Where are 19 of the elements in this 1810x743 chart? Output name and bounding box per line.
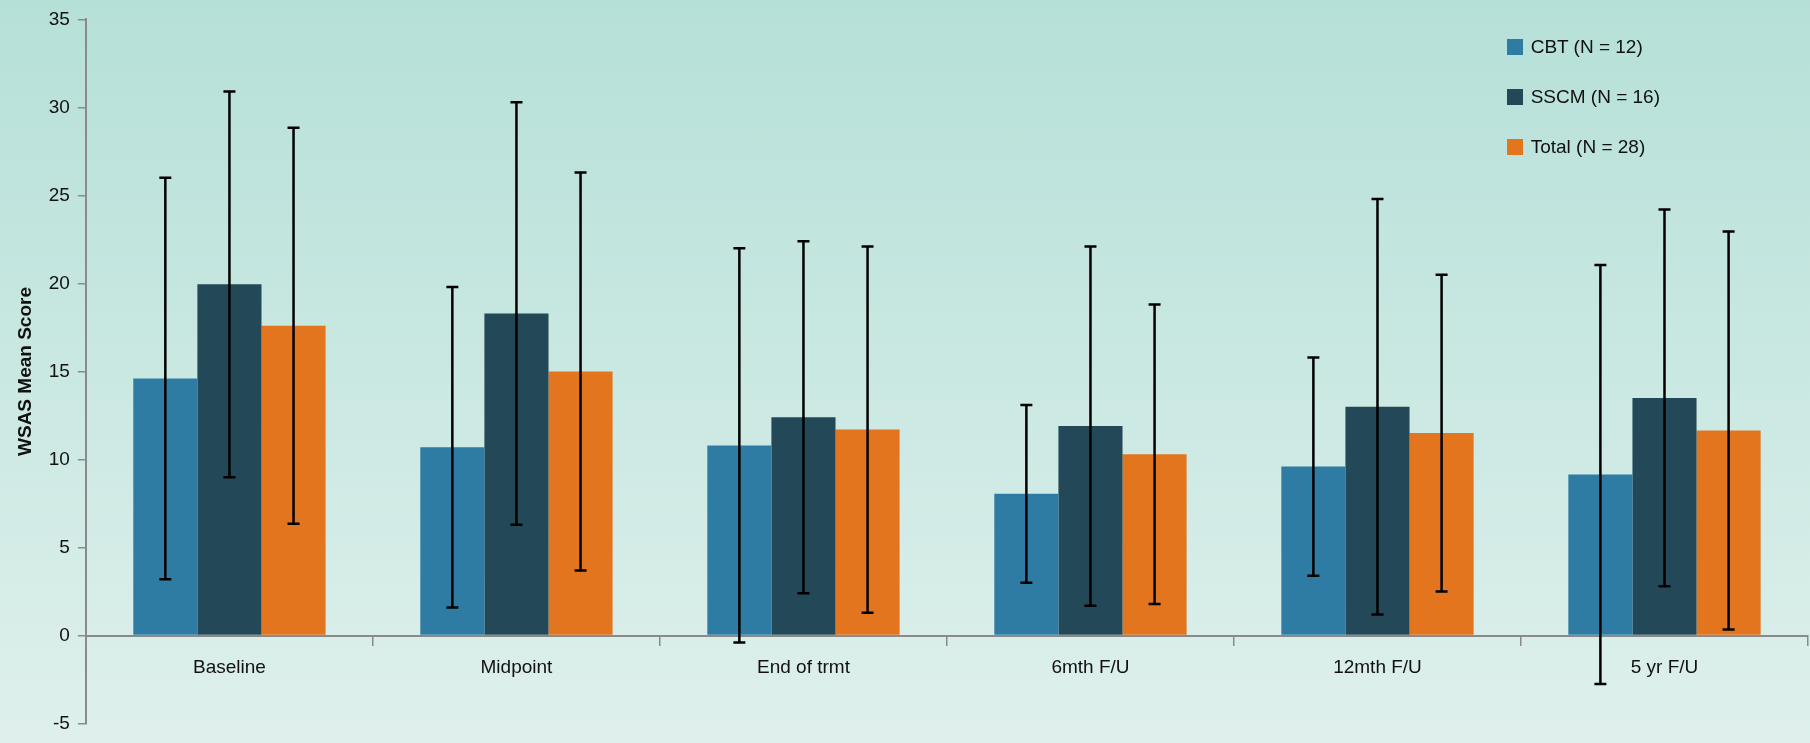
y-tick-label: 25: [48, 183, 70, 205]
y-tick-label: 5: [59, 535, 70, 557]
x-tick-label: Midpoint: [480, 656, 554, 678]
legend-label: CBT (N = 12): [1530, 36, 1643, 58]
y-tick-label: 30: [48, 95, 70, 117]
y-tick-label: 0: [59, 623, 70, 645]
x-tick-label: Baseline: [192, 656, 266, 678]
x-tick-label: End of trmt: [757, 656, 851, 678]
x-tick-label: 6mth F/U: [1051, 656, 1130, 678]
y-axis-title: WSAS Mean Score: [13, 287, 35, 456]
x-tick-label: 5 yr F/U: [1630, 656, 1699, 678]
y-tick-label: 10: [48, 447, 70, 469]
y-tick-label: 20: [48, 271, 70, 293]
legend-label: SSCM (N = 16): [1530, 86, 1660, 108]
y-tick-label: 15: [48, 359, 70, 381]
y-tick-label: -5: [53, 711, 70, 733]
x-tick-label: 12mth F/U: [1333, 656, 1422, 678]
y-tick-label: 35: [48, 7, 70, 29]
legend-label: Total (N = 28): [1530, 136, 1646, 158]
